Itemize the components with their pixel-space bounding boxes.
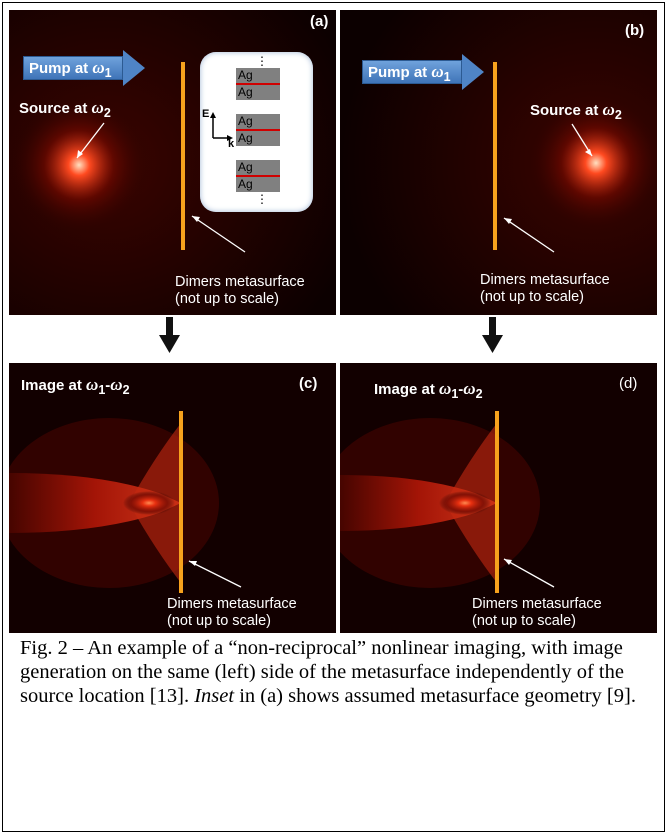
ag-layer: Ag — [236, 177, 280, 192]
panel-c-field — [9, 363, 336, 633]
source-glow — [9, 95, 149, 235]
ag-layer: Ag — [236, 114, 280, 129]
metasurface-note: Dimers metasurface (not up to scale) — [472, 596, 602, 629]
ag-layer: Ag — [236, 85, 280, 100]
source-label: Source at ω2 — [530, 100, 622, 122]
transition-arrows — [159, 317, 503, 353]
image-label: Image at ω1-ω2 — [374, 379, 483, 401]
gap-line — [236, 83, 280, 85]
panel-d: (d) Image at ω1-ω2 Dimers metasurface (n… — [340, 363, 657, 633]
ag-layer: Ag — [236, 68, 280, 83]
inset-word: Inset — [194, 685, 235, 707]
axes-icon — [210, 112, 233, 141]
figure-caption: Fig. 2 – An example of a “non-reciprocal… — [20, 637, 636, 707]
wave-label: k — [228, 138, 235, 150]
image-label: Image at ω1-ω2 — [21, 375, 130, 397]
source-glow — [526, 93, 657, 233]
down-arrow-right — [489, 317, 496, 337]
metasurface-pointer — [191, 215, 246, 253]
metasurface-pointer — [503, 217, 555, 253]
panel-label: (c) — [299, 375, 318, 392]
ag-layer: Ag — [236, 160, 280, 175]
metasurface-note: Dimers metasurface (not up to scale) — [480, 272, 610, 305]
panel-d-field — [340, 363, 657, 633]
ellipsis-top: ⋮ — [256, 54, 268, 68]
panel-b: (b) Pump at ω1 Source at ω2 Dimers metas… — [340, 10, 657, 315]
panel-c: (c) Image at ω1-ω2 Dimers metasurface (n… — [9, 363, 336, 633]
metasurface-pointer — [188, 560, 242, 588]
source-label: Source at ω2 — [19, 98, 111, 120]
panel-label: (b) — [625, 22, 645, 39]
panel-b-field — [340, 10, 657, 315]
metasurface-pointer — [503, 558, 555, 588]
metasurface-note: Dimers metasurface (not up to scale) — [167, 596, 297, 629]
panel-label: (d) — [619, 375, 638, 392]
field-label: E — [202, 108, 210, 120]
source-pointer — [76, 122, 105, 159]
pump-label: Pump at ω1 — [368, 62, 451, 84]
gap-line — [236, 129, 280, 131]
gap-line — [236, 175, 280, 177]
ellipsis-bottom: ⋮ — [256, 192, 268, 206]
metasurface-note: Dimers metasurface (not up to scale) — [175, 274, 305, 307]
inset-geometry: ⋮ Ag Ag Ag Ag Ag Ag ⋮ E k — [200, 52, 313, 212]
pump-label: Pump at ω1 — [29, 58, 112, 80]
panel-label: (a) — [310, 13, 329, 30]
panel-a: (a) Pump at ω1 Source at ω2 ⋮ Ag Ag Ag A… — [9, 10, 336, 315]
ag-layer: Ag — [236, 131, 280, 146]
down-arrow-left — [166, 317, 173, 337]
